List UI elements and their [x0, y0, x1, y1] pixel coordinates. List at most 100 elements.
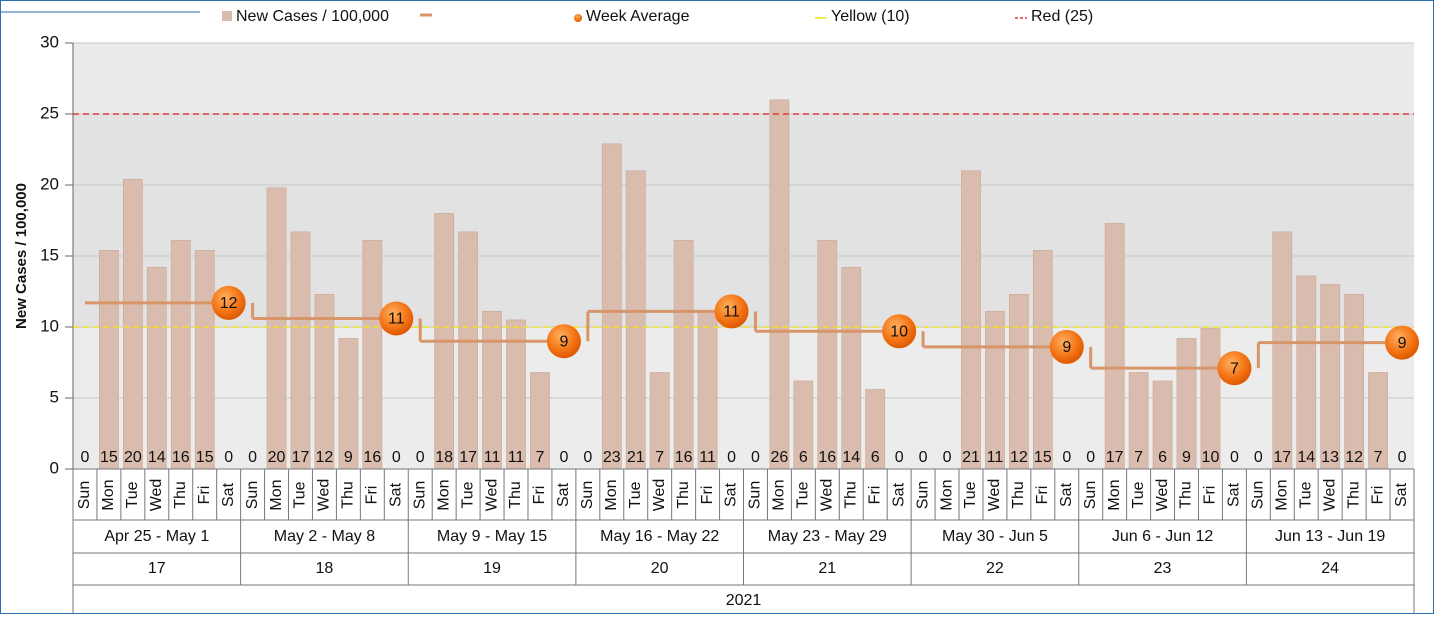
value-label: 0	[416, 449, 425, 466]
x-tick-label: Thu	[842, 481, 859, 509]
x-tick-label: Sat	[1226, 482, 1243, 507]
x-tick-label: Mon	[938, 479, 955, 510]
value-label: 21	[962, 449, 980, 466]
value-label: 9	[1182, 449, 1191, 466]
value-label: 6	[871, 449, 880, 466]
x-tick-label: Thu	[172, 481, 189, 509]
value-label: 0	[943, 449, 952, 466]
value-label: 20	[268, 449, 286, 466]
x-tick-label: Mon	[268, 479, 285, 510]
value-label: 0	[81, 449, 90, 466]
x-tick-label: Mon	[603, 479, 620, 510]
x-tick-label: Fri	[1034, 486, 1051, 505]
y-tick-label: 20	[40, 174, 59, 193]
week-label: May 2 - May 8	[274, 528, 375, 545]
average-marker	[714, 294, 749, 329]
week-number: 22	[986, 560, 1004, 577]
x-tick-label: Thu	[1178, 481, 1195, 509]
value-label: 16	[172, 449, 190, 466]
value-label: 14	[1297, 449, 1315, 466]
value-label: 6	[799, 449, 808, 466]
bar	[170, 240, 191, 470]
average-label: 12	[220, 295, 238, 312]
bar	[1104, 223, 1125, 470]
value-label: 17	[1106, 449, 1124, 466]
x-tick-label: Mon	[1106, 479, 1123, 510]
bar	[99, 250, 119, 470]
bar	[458, 231, 478, 470]
year-label: 2021	[726, 592, 762, 609]
week-number: 21	[818, 560, 836, 577]
x-tick-label: Sat	[1058, 482, 1075, 507]
x-tick-label: Tue	[1130, 481, 1147, 508]
average-label: 9	[559, 333, 568, 350]
y-axis-label: New Cases / 100,000	[13, 183, 30, 329]
x-tick-label: Thu	[340, 481, 357, 509]
value-label: 7	[1134, 449, 1143, 466]
y-tick-label: 5	[50, 387, 59, 406]
value-label: 26	[771, 449, 789, 466]
value-label: 17	[292, 449, 310, 466]
value-label: 14	[148, 449, 166, 466]
week-number: 17	[148, 560, 166, 577]
bar	[961, 170, 981, 470]
x-tick-label: Fri	[866, 486, 883, 505]
value-label: 7	[655, 449, 664, 466]
bar	[194, 250, 215, 470]
bar	[817, 240, 838, 470]
average-marker	[1385, 325, 1420, 360]
bar	[1009, 294, 1029, 470]
bar	[314, 294, 335, 470]
x-tick-label: Thu	[507, 481, 524, 509]
x-tick-label: Fri	[1202, 486, 1219, 505]
value-label: 0	[1086, 449, 1095, 466]
x-tick-label: Wed	[1154, 479, 1171, 512]
bar	[697, 311, 718, 470]
x-tick-label: Sat	[220, 482, 237, 507]
x-tick-label: Fri	[196, 486, 213, 505]
week-label: May 9 - May 15	[437, 528, 547, 545]
x-tick-label: Wed	[986, 479, 1003, 512]
y-tick-label: 15	[40, 245, 59, 264]
value-label: 0	[1254, 449, 1263, 466]
x-tick-label: Sat	[555, 482, 572, 507]
week-label: Apr 25 - May 1	[104, 528, 209, 545]
week-number: 18	[316, 560, 334, 577]
average-marker	[379, 301, 414, 336]
x-tick-label: Sun	[244, 481, 261, 509]
x-tick-label: Tue	[795, 481, 812, 508]
x-tick-label: Tue	[627, 481, 644, 508]
value-label: 10	[1202, 449, 1220, 466]
value-label: 12	[1010, 449, 1028, 466]
week-label: May 16 - May 22	[600, 528, 719, 545]
x-tick-label: Sun	[579, 481, 596, 509]
value-label: 12	[1345, 449, 1363, 466]
x-tick-label: Wed	[819, 479, 836, 512]
x-tick-label: Mon	[100, 479, 117, 510]
value-label: 11	[699, 449, 716, 466]
value-label: 15	[100, 449, 118, 466]
week-label: May 23 - May 29	[768, 528, 887, 545]
x-tick-label: Tue	[1297, 481, 1314, 508]
x-tick-label: Sat	[1393, 482, 1410, 507]
value-label: 6	[1158, 449, 1167, 466]
value-label: 15	[1034, 449, 1052, 466]
bar	[769, 99, 790, 470]
legend-label: New Cases / 100,000	[236, 8, 389, 25]
average-label: 11	[388, 311, 405, 328]
x-tick-label: Mon	[771, 479, 788, 510]
value-label: 0	[1230, 449, 1239, 466]
bar	[1320, 284, 1341, 470]
y-tick-label: 30	[40, 32, 59, 51]
week-number: 20	[651, 560, 669, 577]
bar	[266, 187, 287, 470]
value-label: 14	[842, 449, 860, 466]
bar	[146, 267, 167, 470]
plot-band	[73, 43, 1414, 114]
average-marker	[1217, 351, 1252, 386]
value-label: 0	[727, 449, 736, 466]
value-label: 0	[583, 449, 592, 466]
y-tick-label: 10	[40, 316, 59, 335]
value-label: 11	[484, 449, 501, 466]
value-label: 17	[1273, 449, 1291, 466]
